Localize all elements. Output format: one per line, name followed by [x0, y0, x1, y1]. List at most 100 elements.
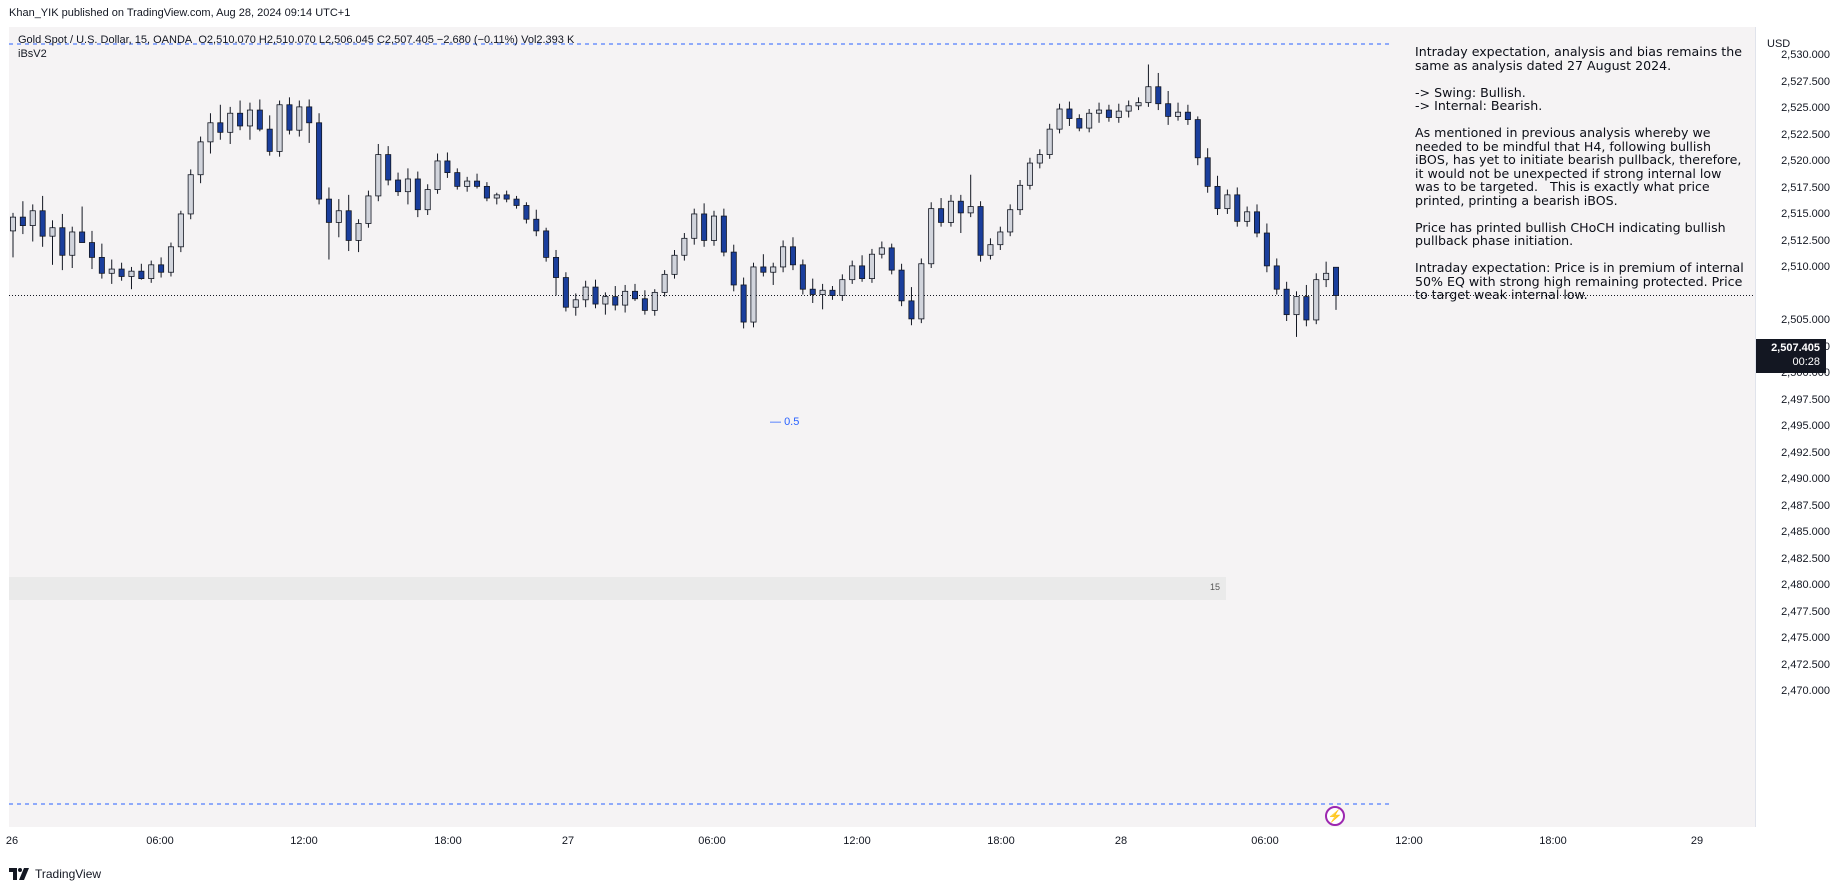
price-tick-label: 2,527.500: [1781, 75, 1830, 88]
bearish-candle-body: [1076, 118, 1083, 129]
time-axis[interactable]: 26 06:00 12:00 18:00 27 06:00 12:00 18:00 28 06:0…: [6, 827, 1835, 857]
bullish-candle-body: [681, 237, 688, 256]
price-tick-label: 2,515.000: [1781, 208, 1830, 220]
candle: [345, 194, 352, 252]
bearish-candle-body: [1194, 119, 1201, 159]
candle: [1135, 97, 1142, 111]
bearish-candle-body: [523, 205, 530, 220]
candle: [1204, 148, 1211, 193]
bullish-candle-body: [464, 180, 471, 187]
bullish-candle-body: [770, 266, 777, 273]
bearish-candle-body: [543, 230, 550, 258]
bearish-candle-body: [503, 194, 510, 200]
candle: [859, 255, 866, 282]
chart-legend[interactable]: Gold Spot / U.S. Dollar, 15, OANDA O2,51…: [18, 34, 574, 60]
bullish-candle-body: [177, 213, 184, 248]
legend-symbol[interactable]: Gold Spot / U.S. Dollar, 15, OANDA: [18, 34, 193, 46]
bullish-candle-body: [29, 210, 36, 226]
candle: [177, 210, 184, 253]
bearish-candle-body: [39, 210, 46, 237]
bearish-candle-body: [454, 172, 461, 187]
bolt-icon[interactable]: ⚡: [1325, 806, 1345, 826]
candle: [1263, 223, 1270, 273]
candle: [375, 143, 382, 202]
bearish-candle-body: [1283, 288, 1290, 316]
candle: [167, 242, 174, 277]
candle: [977, 201, 984, 262]
chart-pane[interactable]: [9, 27, 1755, 827]
candle: [424, 184, 431, 215]
candle: [1254, 204, 1261, 238]
time-tick-label: 28: [1114, 835, 1128, 847]
bearish-candle-body: [286, 104, 293, 131]
candle: [1076, 114, 1083, 132]
candle: [1036, 149, 1043, 169]
candle: [1244, 206, 1251, 227]
bar-countdown: 00:28: [1792, 356, 1820, 368]
bearish-candle-body: [474, 180, 481, 187]
bullish-candle-body: [928, 208, 935, 265]
price-tick-label: 2,485.000: [1781, 526, 1830, 538]
bearish-candle-body: [118, 268, 125, 277]
price-tick-label: 2,495.000: [1781, 420, 1830, 432]
bullish-candle-body: [661, 273, 668, 293]
price-tick-label: 2,530.000: [1781, 49, 1830, 61]
bearish-candle-body: [1273, 265, 1280, 290]
time-tick-label: 29: [1690, 835, 1704, 847]
bullish-candle-body: [128, 270, 135, 277]
bullish-candle-body: [691, 213, 698, 239]
candle: [513, 195, 520, 209]
bullish-candle-body: [335, 210, 342, 223]
bullish-candle-body: [602, 296, 609, 305]
candle: [612, 286, 619, 311]
bearish-candle-body: [553, 256, 560, 278]
bearish-candle-body: [266, 128, 273, 152]
candle: [1283, 281, 1290, 321]
bullish-candle-body: [987, 244, 994, 256]
candle: [9, 212, 16, 258]
candle: [898, 263, 905, 307]
bearish-candle-body: [1214, 185, 1221, 210]
bearish-candle-body: [217, 122, 224, 133]
candle: [888, 243, 895, 275]
candle: [602, 292, 609, 315]
candle: [246, 102, 253, 140]
legend-indicator[interactable]: iBsV2: [18, 48, 47, 60]
candle: [187, 169, 194, 220]
bullish-candle-body: [375, 154, 382, 197]
candle: [237, 100, 244, 131]
candle: [444, 152, 451, 178]
bullish-candle-body: [227, 112, 234, 133]
candle: [849, 260, 856, 284]
candle: [661, 270, 668, 297]
candle: [592, 279, 599, 309]
candle: [207, 113, 214, 154]
currency-label[interactable]: USD: [1767, 38, 1791, 50]
analysis-note[interactable]: Intraday expectation, analysis and bias …: [1415, 44, 1744, 302]
price-tick-label: 2,475.000: [1781, 632, 1830, 644]
candle: [1056, 103, 1063, 134]
bearish-candle-body: [316, 122, 323, 200]
bullish-candle-body: [9, 216, 16, 232]
candle: [691, 208, 698, 245]
bearish-candle-body: [1234, 194, 1241, 222]
bearish-candle-body: [562, 277, 569, 308]
bearish-candle-body: [19, 216, 26, 226]
candle: [809, 278, 816, 303]
candle: [789, 237, 796, 271]
bearish-candle-body: [789, 246, 796, 266]
bullish-candle-body: [148, 264, 155, 280]
bullish-candle-body: [651, 291, 658, 311]
price-axis[interactable]: 2,530.000 2,527.500 2,525.000 2,522.500 2,52…: [1755, 27, 1835, 827]
bearish-candle-body: [306, 106, 313, 124]
price-tick-label: 2,492.500: [1781, 446, 1830, 459]
price-tick-label: 2,470.000: [1781, 685, 1830, 697]
bullish-candle-body: [1007, 209, 1014, 233]
candle: [1007, 204, 1014, 237]
candle: [1333, 266, 1340, 310]
bullish-candle-body: [1313, 279, 1320, 321]
bullish-candle-body: [710, 215, 717, 241]
indicator-panel[interactable]: 15: [9, 577, 1226, 600]
time-tick-label: 12:00: [1395, 835, 1423, 847]
